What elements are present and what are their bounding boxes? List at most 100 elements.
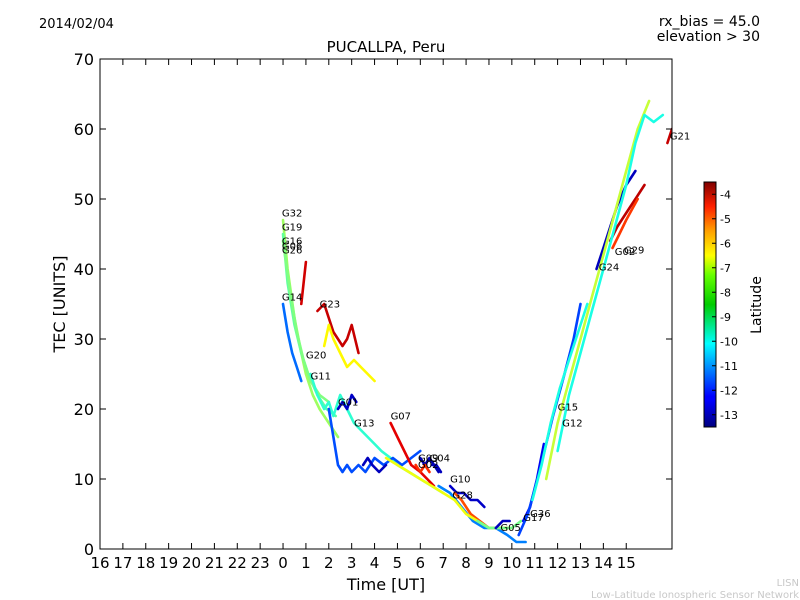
y-tick-label: 30	[74, 330, 94, 349]
x-tick-label: 17	[113, 554, 132, 572]
satellite-label: G09	[418, 454, 438, 465]
colorbar-tick-label: -5	[720, 213, 731, 226]
elevation-label: elevation > 30	[656, 29, 760, 45]
x-tick-label: 1	[301, 554, 311, 572]
satellite-label: G02	[615, 247, 635, 258]
satellite-label: G15	[558, 402, 578, 413]
satellite-label: G21	[670, 132, 690, 143]
y-tick-label: 20	[74, 400, 94, 419]
x-tick-label: 5	[393, 554, 403, 572]
satellite-labels: G32G19G16G06G26G14G23G20G11G01G13G07G09G…	[282, 132, 690, 534]
x-tick-label: 13	[571, 554, 590, 572]
date-label: 2014/02/04	[39, 17, 114, 32]
satellite-label: G02	[418, 460, 438, 471]
chart-title: PUCALLPA, Peru	[327, 38, 446, 56]
satellite-label: G01	[338, 398, 358, 409]
footer-org-long: Low-Latitude Ionospheric Sensor Network	[591, 590, 799, 600]
x-tick-label: 3	[347, 554, 357, 572]
series-line-g16	[281, 239, 331, 404]
y-tick-label: 40	[74, 260, 94, 279]
x-tick-label: 8	[461, 554, 471, 572]
x-tick-label: 4	[370, 554, 380, 572]
x-tick-label: 9	[484, 554, 494, 572]
x-tick-label: 12	[548, 554, 567, 572]
satellite-label: G10	[450, 475, 470, 486]
satellite-label: G29	[624, 246, 644, 257]
x-tick-label: 22	[228, 554, 247, 572]
y-tick-label: 70	[74, 50, 94, 69]
colorbar-tick-label: -11	[720, 360, 738, 373]
series-line-g15b	[531, 302, 589, 502]
rx-bias-label: rx_bias = 45.0	[658, 14, 760, 30]
series-line-g23	[316, 302, 360, 355]
colorbar-ticks: -4 -5 -6 -7 -8 -9 -10 -11 -12 -13	[712, 188, 738, 422]
series-line-g21b	[666, 127, 672, 145]
colorbar-tick-label: -4	[720, 188, 731, 201]
satellite-label: G16	[282, 237, 302, 248]
footer-org-short: LISN	[777, 578, 799, 589]
series-line-g26	[494, 519, 511, 530]
series-line-g02b	[544, 99, 651, 481]
satellite-label: G23	[320, 300, 340, 311]
satellite-label: G32	[282, 209, 302, 220]
x-tick-label: 2	[324, 554, 334, 572]
plot-frame	[99, 58, 673, 550]
series-line-g02	[414, 463, 431, 474]
satellite-label: G36	[530, 509, 550, 520]
x-tick-label: 14	[594, 554, 613, 572]
colorbar-tick-label: -6	[720, 237, 731, 250]
series-line-g23b	[299, 260, 308, 306]
x-tick-label: 10	[502, 554, 521, 572]
y-axis-label: TEC [UNITS]	[50, 256, 69, 354]
satellite-label: G07	[391, 412, 411, 423]
colorbar-tick-label: -9	[720, 311, 731, 324]
y-tick-label: 0	[84, 540, 94, 559]
series-line-g20	[322, 323, 376, 383]
x-tick-label: 0	[278, 554, 288, 572]
satellite-label: G28	[452, 491, 472, 502]
series-line-g05	[437, 484, 527, 544]
satellite-label: G26	[282, 246, 302, 257]
y-tick-label: 50	[74, 190, 94, 209]
y-axis: 0 10 20 30 40 50 60 70	[74, 50, 672, 559]
satellite-label: G12	[562, 419, 582, 430]
colorbar-tick-label: -10	[720, 335, 738, 348]
x-tick-label: 20	[182, 554, 201, 572]
x-tick-label: 15	[617, 554, 636, 572]
satellite-label: G14	[282, 293, 302, 304]
colorbar-label: Latitude	[749, 276, 765, 334]
x-tick-label: 7	[438, 554, 448, 572]
series-line-g29b	[611, 197, 640, 250]
colorbar-tick-label: -12	[720, 384, 738, 397]
series-line-g04	[430, 463, 443, 474]
x-axis: 16 17 18 19 20 21 22 23 0 1 2 3 4 5 6 7 8 9 10 11 12 13 14 15	[90, 59, 636, 572]
series-line-g17	[476, 519, 523, 530]
x-tick-label: 21	[205, 554, 224, 572]
series-line-g01	[336, 393, 358, 411]
series-layer	[281, 99, 672, 544]
x-tick-label: 16	[90, 554, 109, 572]
series-line-g13	[327, 407, 422, 474]
x-tick-label: 6	[416, 554, 426, 572]
y-tick-label: 10	[74, 470, 94, 489]
colorbar-tick-label: -7	[720, 262, 731, 275]
series-line-g10	[448, 484, 486, 509]
satellite-label: G06	[282, 241, 302, 252]
x-tick-label: 19	[159, 554, 178, 572]
series-line-g09	[418, 456, 440, 474]
series-line-g14	[281, 302, 303, 383]
satellite-label: G19	[282, 223, 302, 234]
y-tick-label: 60	[74, 120, 94, 139]
satellite-label: G17	[523, 513, 543, 524]
x-axis-label: Time [UT]	[346, 575, 425, 594]
x-tick-label: 23	[251, 554, 270, 572]
satellite-label: G04	[429, 454, 449, 465]
colorbar-tick-label: -13	[720, 409, 738, 422]
series-line-g13b	[361, 456, 388, 474]
series-line-g07	[389, 421, 436, 488]
x-tick-label: 11	[525, 554, 544, 572]
x-tick-label: 18	[136, 554, 155, 572]
satellite-label: G13	[354, 419, 374, 430]
colorbar-tick-label: -8	[720, 286, 731, 299]
